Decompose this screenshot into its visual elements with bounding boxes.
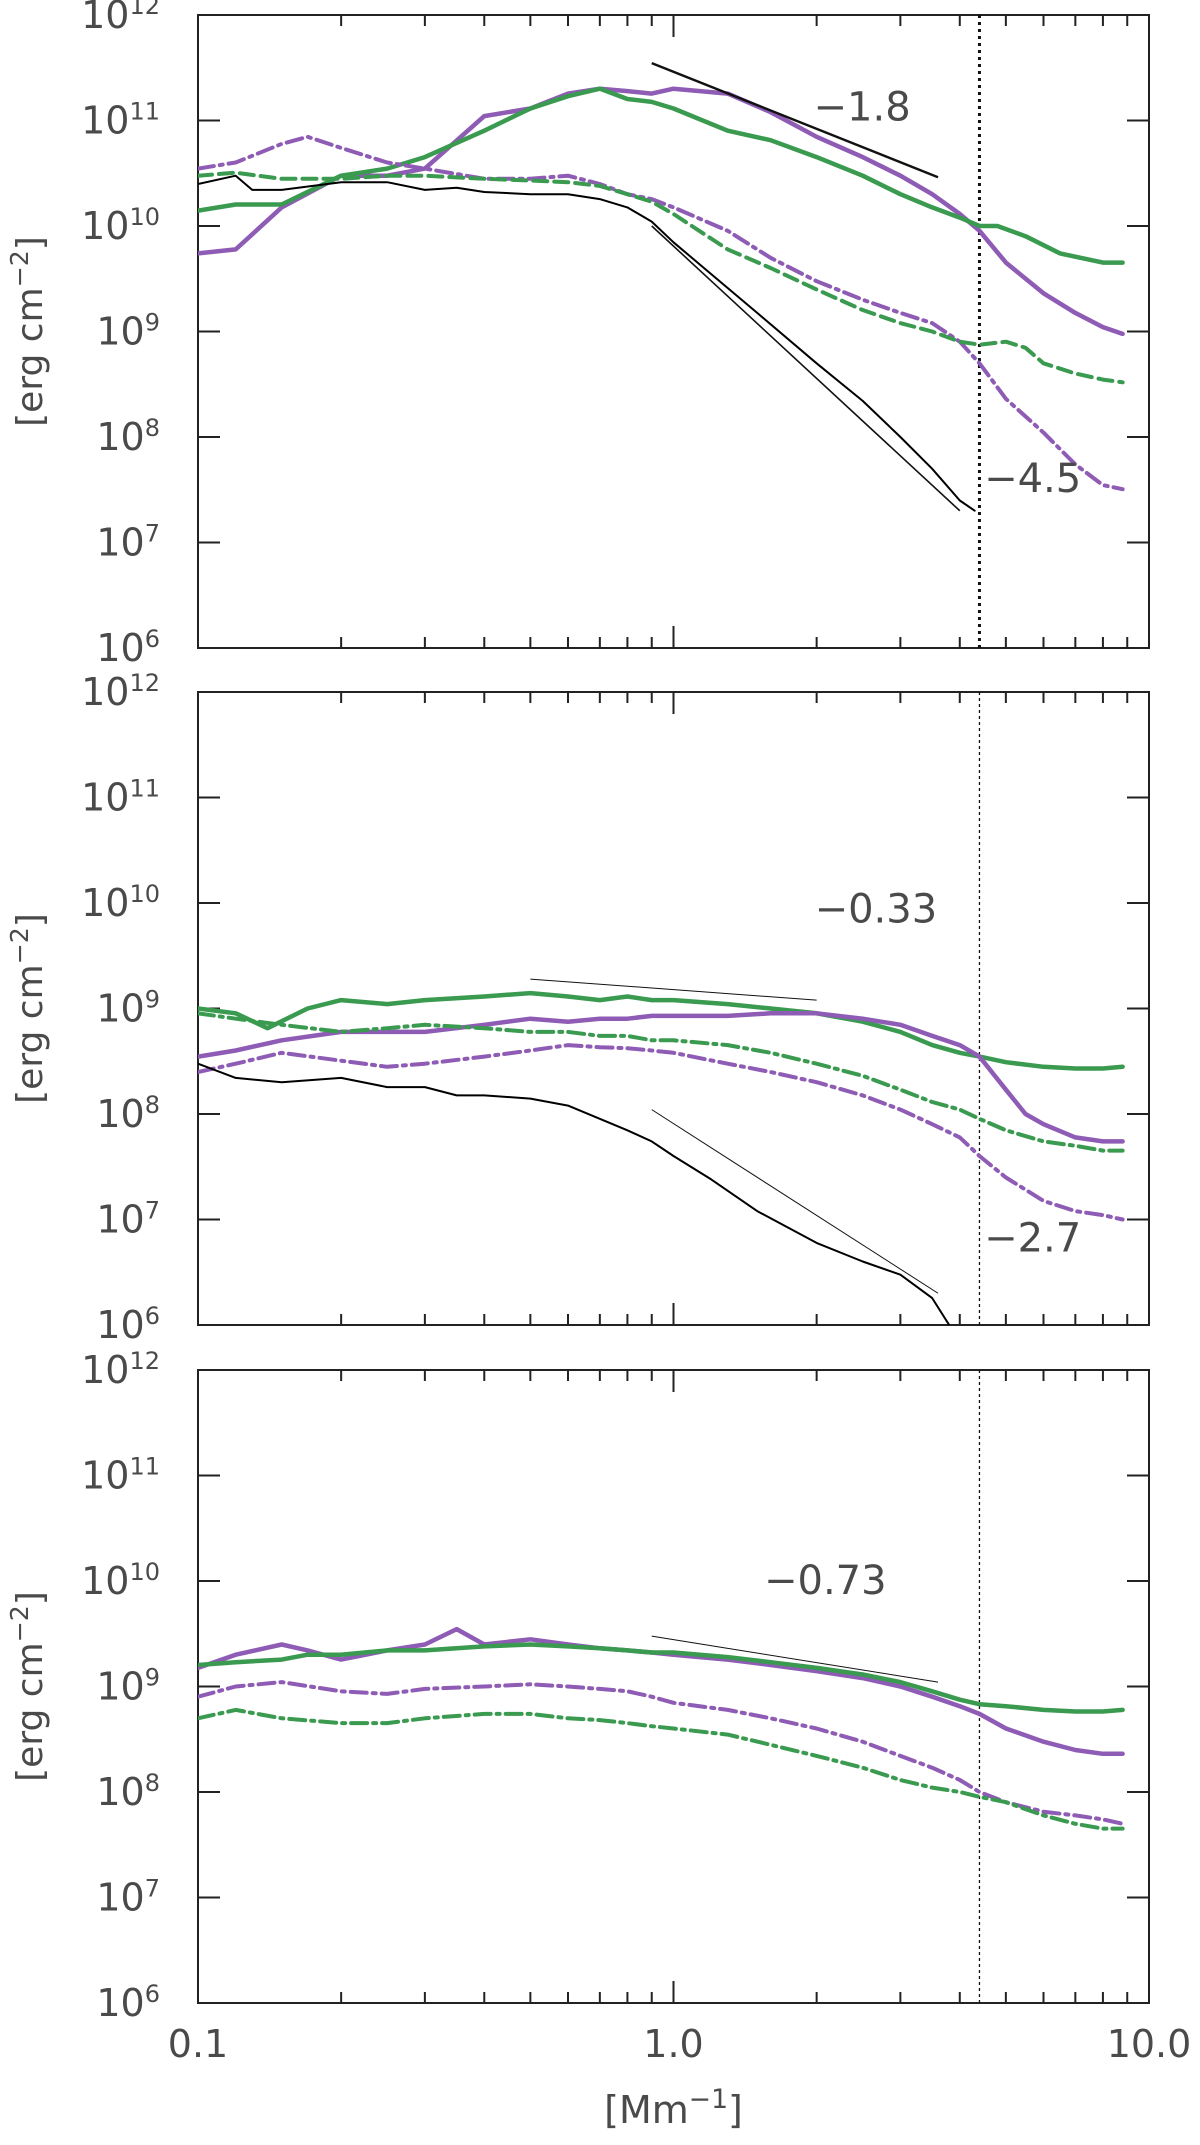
fit-line-1 <box>651 1635 939 1683</box>
series-line-3 <box>198 134 1125 492</box>
slope-annotation: −4.5 <box>984 456 1081 502</box>
series-line-1 <box>198 86 1125 337</box>
fit-line-2 <box>651 225 961 512</box>
slope-annotation: −0.33 <box>815 887 938 933</box>
panel-middle: 106 107 108 109 1010 1011 1012 [erg cm−2] −0.33 −… <box>5 669 1150 1347</box>
y-tick-label: 106 <box>96 1302 160 1347</box>
y-tick-label: 106 <box>96 625 160 670</box>
panel-bottom: 106 107 108 109 1010 1011 1012 [erg cm−2] −0.73 0… <box>5 1347 1192 2132</box>
series-line-3 <box>198 1680 1125 1826</box>
y-tick-label: 1012 <box>81 1347 160 1392</box>
y-tick-label: 1012 <box>81 0 160 37</box>
fit-line-1 <box>651 61 939 179</box>
series-line-4 <box>198 170 1125 385</box>
y-tick-label: 106 <box>96 1980 160 2025</box>
y-tick-label: 1010 <box>81 203 160 248</box>
y-tick-label: 1011 <box>81 775 160 820</box>
series-line-3 <box>198 1011 1125 1153</box>
y-tick-label: 108 <box>96 1769 160 1814</box>
slope-annotation: −1.8 <box>814 85 911 131</box>
x-tick-label: 0.1 <box>168 2022 228 2066</box>
data-layer <box>198 1626 1125 1831</box>
y-tick-label: 1011 <box>81 98 160 143</box>
y-tick-label: 107 <box>96 1875 160 1920</box>
series-line-5 <box>198 174 976 512</box>
y-tick-label: 108 <box>96 1091 160 1136</box>
series-line-2 <box>198 1011 1125 1144</box>
y-tick-label: 1010 <box>81 1558 160 1603</box>
y-tick-label: 1011 <box>81 1453 160 1498</box>
y-tick-label: 109 <box>96 309 160 354</box>
y-tick-label: 109 <box>96 986 160 1031</box>
plot-frame <box>197 1369 1150 2004</box>
series-line-5 <box>198 1062 951 1325</box>
y-tick-label: 107 <box>96 520 160 565</box>
panel-top: 106 107 108 109 1010 1011 1012 [erg cm−2] −1.8 −4… <box>5 0 1150 670</box>
series-line-4 <box>198 1707 1125 1831</box>
y-tick-label: 108 <box>96 414 160 459</box>
x-tick-label: 1.0 <box>643 2022 703 2066</box>
y-axis-label: [erg cm−2] <box>5 236 52 427</box>
y-tick-label: 1010 <box>81 880 160 925</box>
x-tick-label: 10.0 <box>1107 2022 1192 2066</box>
series-line-1 <box>198 990 1125 1071</box>
slope-annotation: −2.7 <box>984 1215 1081 1261</box>
series-line-2 <box>198 86 1125 265</box>
slope-annotation: −0.73 <box>764 1558 887 1604</box>
series-line-4 <box>198 1043 1125 1222</box>
y-axis-label: [erg cm−2] <box>5 913 52 1104</box>
y-tick-label: 1012 <box>81 669 160 714</box>
y-tick-label: 107 <box>96 1197 160 1242</box>
fit-line-2 <box>651 1109 939 1294</box>
data-layer <box>198 61 1125 512</box>
series-line-2 <box>198 1642 1125 1714</box>
y-tick-label: 109 <box>96 1664 160 1709</box>
y-axis-label: [erg cm−2] <box>5 1591 52 1782</box>
data-layer <box>198 978 1125 1325</box>
fit-line-1 <box>530 978 817 1001</box>
x-axis-label: [Mm−1] <box>604 2084 743 2133</box>
